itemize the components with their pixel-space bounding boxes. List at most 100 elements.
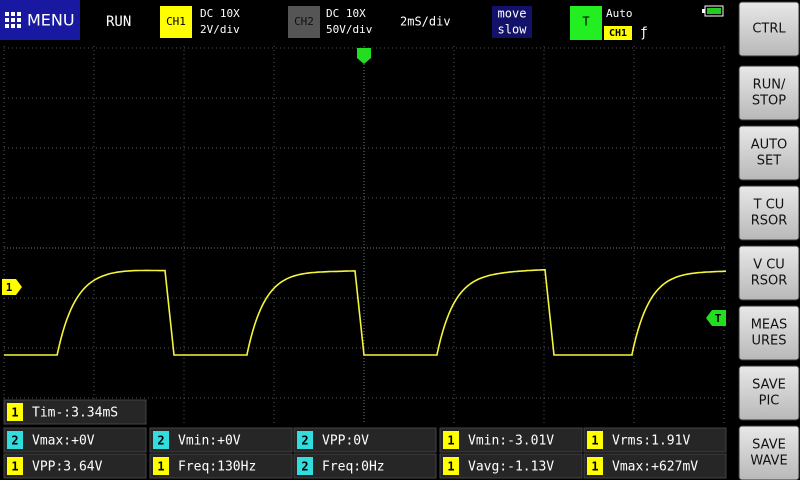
menu-icon: [11, 12, 15, 16]
measurement-channel: 2: [11, 434, 18, 448]
measurement-channel-badge: [153, 431, 169, 449]
measurement-channel-badge: [297, 457, 313, 475]
side-button[interactable]: [738, 185, 800, 241]
menu-icon: [11, 18, 15, 22]
measurement-cell: [439, 453, 583, 479]
timebase: 2mS/div: [400, 15, 451, 29]
measurement-channel: 1: [11, 460, 18, 474]
measurement-channel-badge: [7, 431, 23, 449]
trigger-level-marker-label: T: [715, 312, 722, 325]
measurement-cell: [149, 453, 293, 479]
measurement-value: Vmin:+0V: [178, 434, 241, 449]
battery-level: [707, 8, 721, 14]
trigger-position-marker: [357, 48, 371, 64]
measurement-channel-badge: [297, 431, 313, 449]
ch1-scale: 2V/div: [200, 23, 240, 36]
side-button-label: URES: [751, 334, 786, 349]
ch2-badge-label: CH2: [294, 15, 314, 28]
measurement-cell: [583, 427, 727, 453]
trigger-source: CH1: [609, 28, 627, 39]
measurement-cell: [3, 427, 147, 453]
measurement-channel-badge: [587, 431, 603, 449]
measurement-value: Freq:130Hz: [178, 460, 256, 475]
measurement-cell: [3, 399, 147, 425]
measurement-channel: 2: [301, 460, 308, 474]
menu-icon: [17, 24, 21, 28]
side-button-label: STOP: [752, 94, 786, 109]
ch2-scale: 50V/div: [326, 23, 373, 36]
measurement-value: VPP:0V: [322, 434, 369, 449]
measurement-cell: [293, 427, 437, 453]
side-button-label: AUTO: [751, 138, 788, 153]
menu-icon: [5, 24, 9, 28]
trigger-edge: ƒ: [640, 26, 648, 41]
channel1-marker: [2, 279, 22, 295]
menu-icon: [17, 12, 21, 16]
menu-icon: [11, 24, 15, 28]
measurement-channel: 2: [157, 434, 164, 448]
side-button-label: MEAS: [751, 318, 788, 333]
side-button-label: RUN/: [753, 78, 786, 93]
measurement-channel-badge: [153, 457, 169, 475]
trigger-badge[interactable]: [570, 6, 602, 40]
measurement-channel-badge: [443, 431, 459, 449]
measurement-channel: 1: [591, 434, 598, 448]
side-button[interactable]: [738, 245, 800, 301]
side-button-label: RSOR: [751, 214, 788, 229]
side-button-label: V CU: [753, 258, 785, 273]
measurement-channel-badge: [7, 403, 23, 421]
measurement-channel: 1: [447, 434, 454, 448]
side-button[interactable]: [738, 365, 800, 421]
trigger-level-marker: [706, 310, 726, 326]
measurement-value: Vrms:1.91V: [612, 434, 690, 449]
menu-icon: [17, 18, 21, 22]
channel1-marker-label: 1: [6, 281, 13, 294]
side-button[interactable]: [738, 425, 800, 480]
ch2-coupling: DC 10X: [326, 7, 366, 20]
measurement-cell: [583, 453, 727, 479]
speed-label: slow: [498, 23, 528, 37]
side-button[interactable]: [738, 65, 800, 121]
measurement-value: Vavg:-1.13V: [468, 460, 554, 475]
move-label: move: [498, 7, 527, 21]
measurement-cell: [439, 427, 583, 453]
measurement-value: Freq:0Hz: [322, 460, 385, 475]
measurement-channel: 1: [157, 460, 164, 474]
run-status: RUN: [106, 14, 131, 30]
measurement-value: Tim-:3.34mS: [32, 406, 118, 421]
waveform-ch1: [4, 268, 727, 356]
measurement-cell: [149, 427, 293, 453]
menu-label: MENU: [27, 11, 75, 30]
side-button-label: CTRL: [752, 22, 786, 37]
battery-tip: [702, 9, 705, 13]
ch2-badge[interactable]: [288, 6, 320, 38]
measurement-channel: 1: [11, 406, 18, 420]
measurement-channel-badge: [587, 457, 603, 475]
ch1-badge[interactable]: [160, 6, 192, 38]
ch1-badge-label: CH1: [166, 15, 186, 28]
measurement-value: VPP:3.64V: [32, 460, 103, 475]
measurement-value: Vmax:+627mV: [612, 460, 698, 475]
measurement-channel: 1: [447, 460, 454, 474]
measurement-channel-badge: [443, 457, 459, 475]
ch1-coupling: DC 10X: [200, 7, 240, 20]
side-button[interactable]: [738, 1, 800, 57]
measurement-value: Vmax:+0V: [32, 434, 95, 449]
measurement-cell: [293, 453, 437, 479]
trigger-badge-label: T: [582, 15, 589, 29]
side-button-label: SAVE: [752, 438, 786, 453]
menu-icon: [5, 18, 9, 22]
measurement-channel-badge: [7, 457, 23, 475]
measurement-cell: [3, 453, 147, 479]
measurement-value: Vmin:-3.01V: [468, 434, 554, 449]
side-button[interactable]: [738, 305, 800, 361]
trigger-source-badge: [604, 26, 632, 40]
measurement-channel: 1: [591, 460, 598, 474]
side-button-label: WAVE: [750, 454, 787, 469]
measurement-channel: 2: [301, 434, 308, 448]
side-button-label: RSOR: [751, 274, 788, 289]
move-speed-button[interactable]: [492, 6, 532, 38]
side-button[interactable]: [738, 125, 800, 181]
